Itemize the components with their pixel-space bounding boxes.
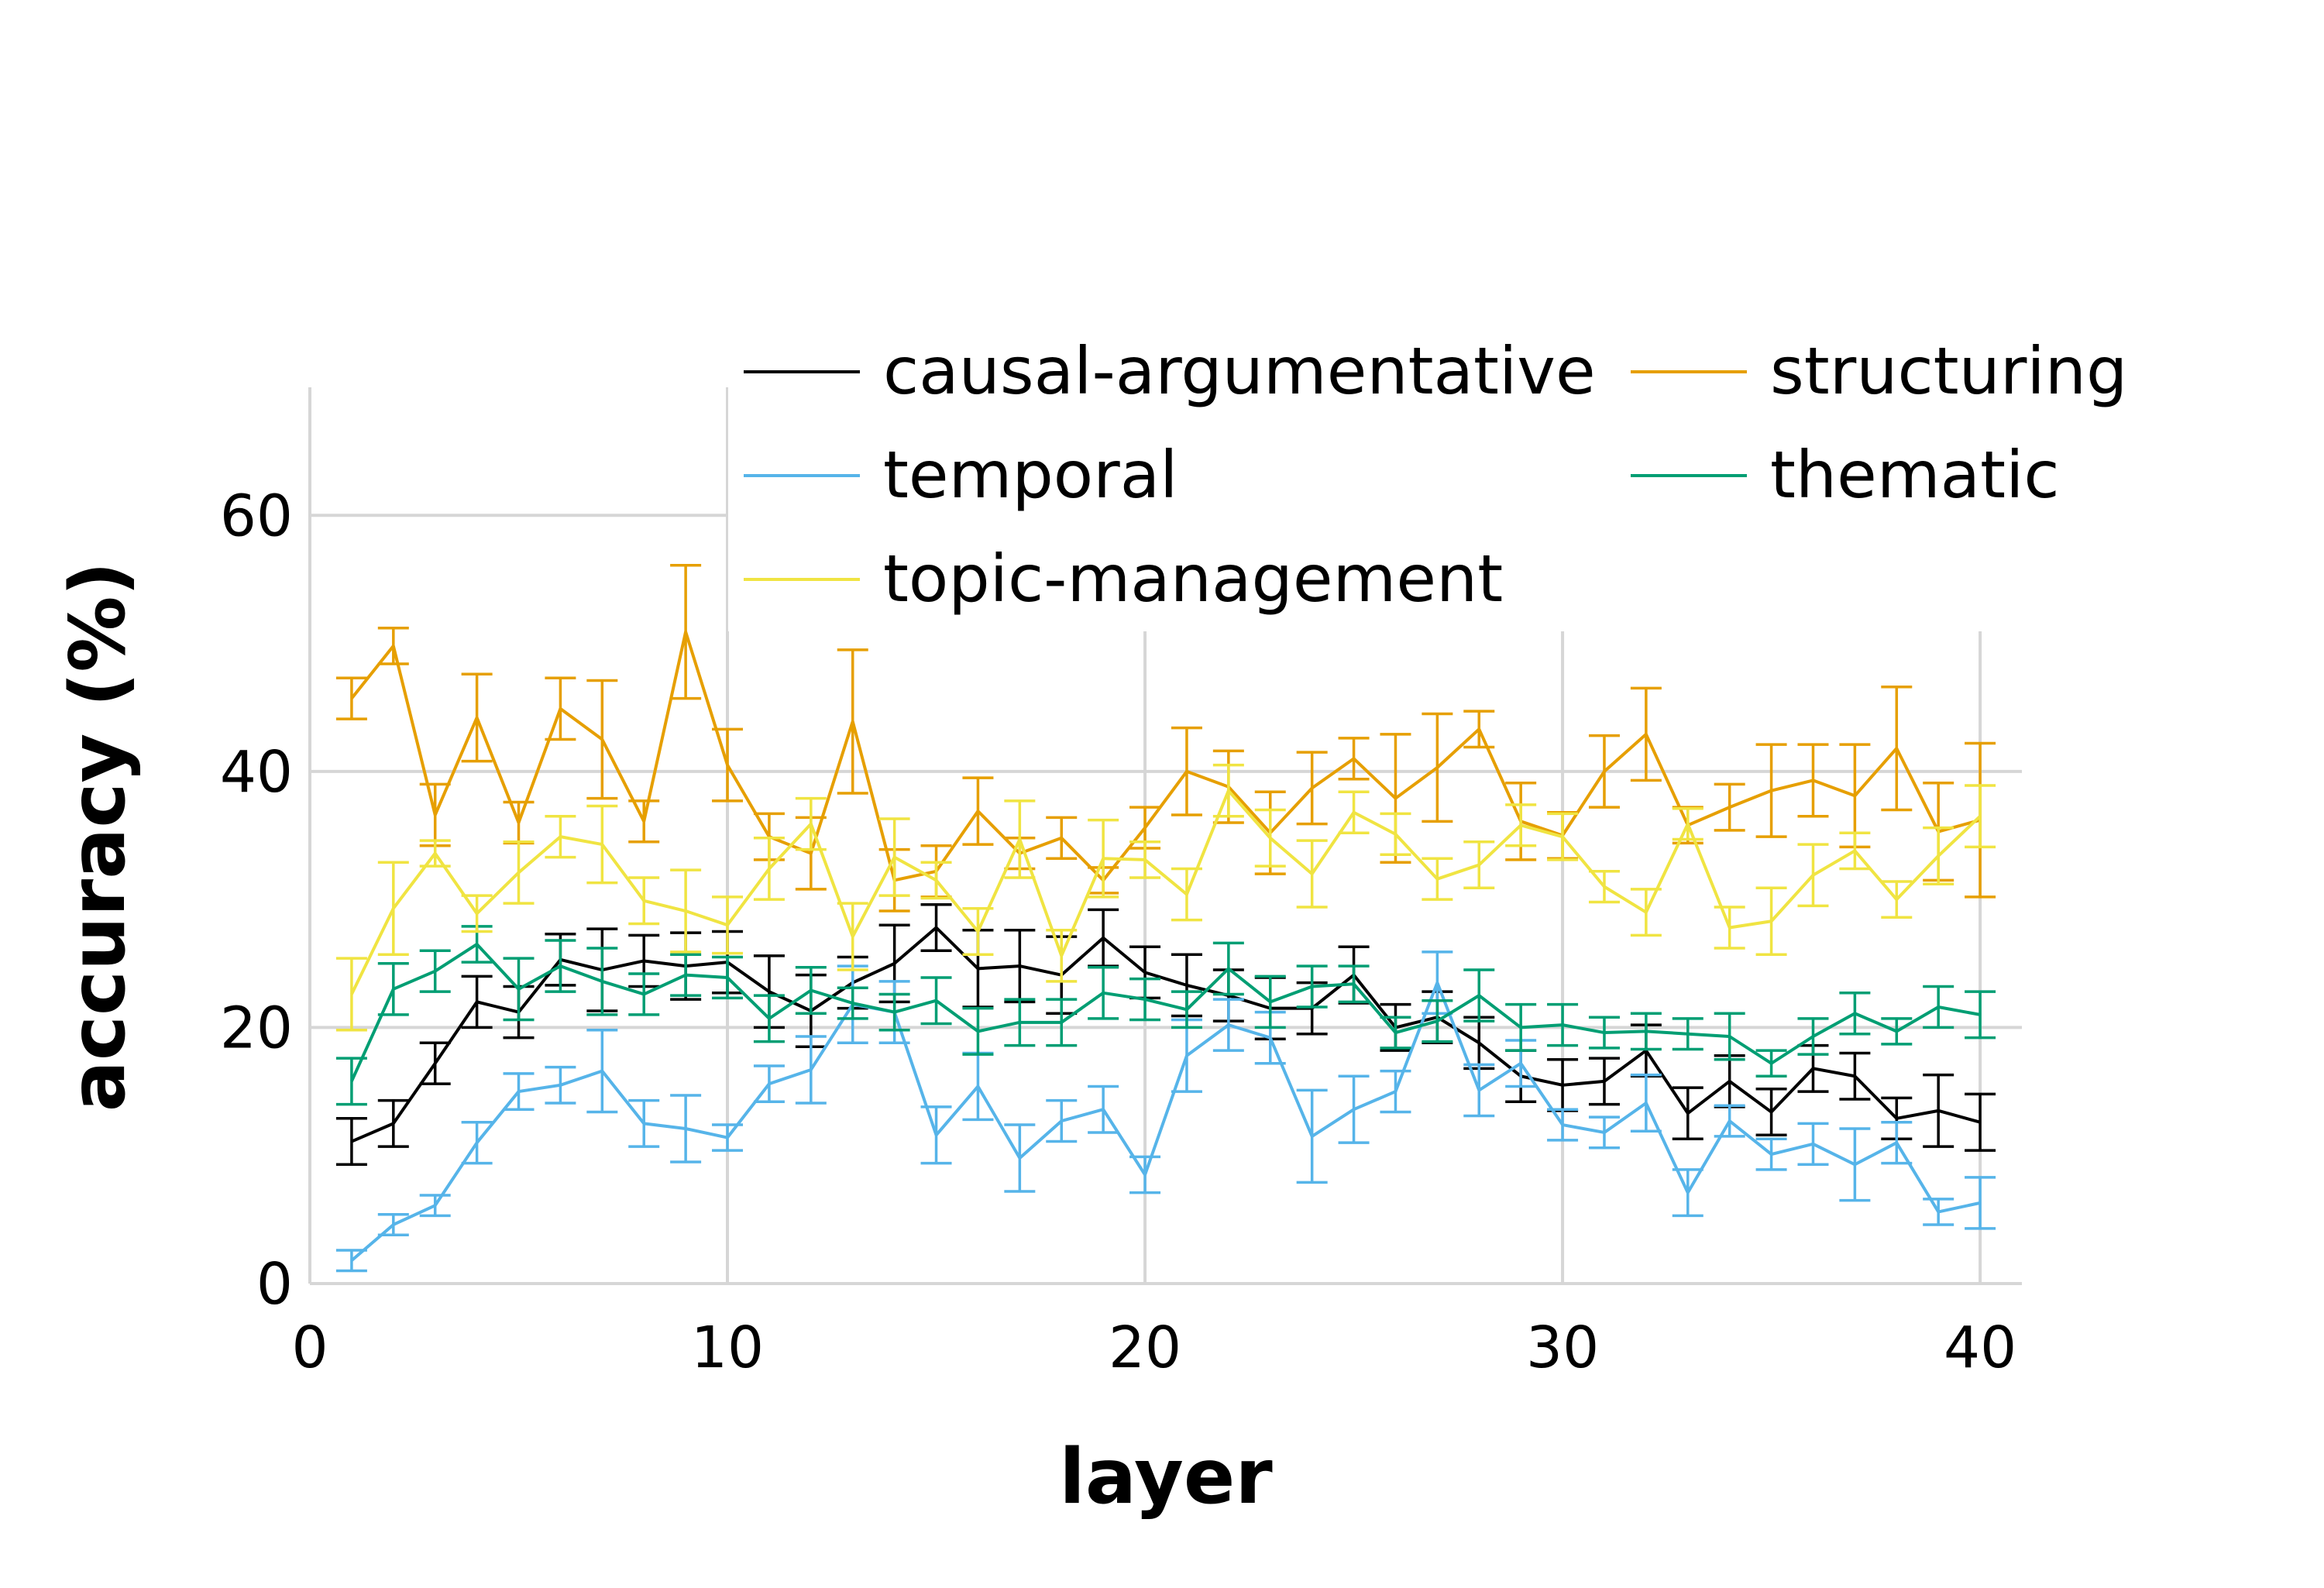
y-axis-title: accuracy (%): [54, 562, 143, 1112]
series-line: [350, 789, 1982, 995]
series-line: [351, 926, 1981, 1143]
x-tick-label: 30: [1526, 1315, 1599, 1381]
legend-label: temporal: [883, 437, 1178, 513]
legend-label: structuring: [1770, 333, 2127, 409]
series-topic-management: [335, 763, 1996, 1032]
legend-item: topic-management: [744, 541, 1503, 617]
y-tick-label: 0: [256, 1251, 293, 1318]
series-thematic: [335, 925, 1996, 1106]
legend-item: thematic: [1631, 437, 2060, 513]
legend: causal-argumentative structuring temporal t…: [728, 325, 2127, 631]
y-tick-label: 60: [220, 483, 293, 549]
legend-background: [728, 325, 2099, 631]
series-line: [350, 630, 1981, 882]
x-axis-title: layer: [1059, 1433, 1273, 1521]
axes: 0 10 20 30 40 0 20 40 60: [220, 387, 2022, 1381]
x-tick-label: 0: [291, 1315, 328, 1381]
x-tick-label: 20: [1109, 1315, 1181, 1381]
series-layer: [335, 563, 1996, 1273]
series-temporal: [335, 950, 1996, 1273]
legend-item: temporal: [744, 437, 1178, 513]
y-tick-label: 40: [220, 739, 293, 806]
legend-item: structuring: [1631, 333, 2127, 409]
x-tick-label: 10: [691, 1315, 764, 1381]
legend-label: topic-management: [883, 541, 1503, 617]
legend-label: thematic: [1770, 437, 2060, 513]
legend-item: causal-argumentative: [744, 333, 1596, 409]
x-tick-label: 40: [1944, 1315, 2016, 1381]
y-tick-label: 20: [220, 995, 293, 1061]
series-line: [350, 981, 1981, 1262]
legend-label: causal-argumentative: [883, 333, 1596, 409]
series-line: [350, 942, 1981, 1082]
